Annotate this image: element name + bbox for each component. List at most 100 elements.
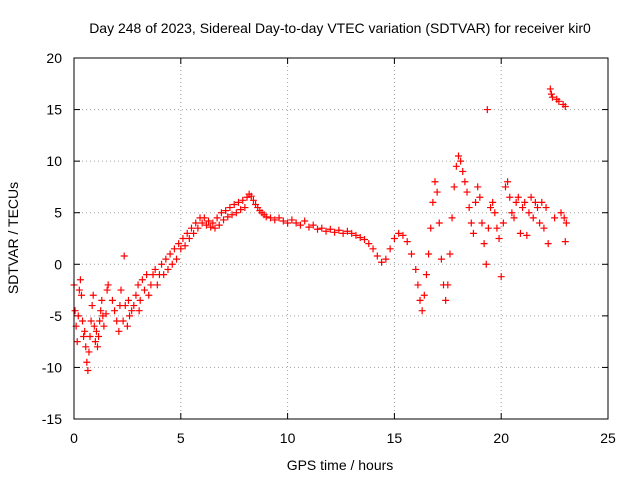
data-point <box>71 307 79 315</box>
y-tick-label: 0 <box>54 256 62 272</box>
data-point <box>162 255 170 263</box>
data-point <box>322 227 330 235</box>
data-point <box>538 198 546 206</box>
data-point <box>487 204 495 212</box>
data-point <box>160 271 168 279</box>
axis-ticks: 0 5 10 15 20 25 -15 -10 -5 0 5 10 15 20 <box>42 50 616 446</box>
data-point <box>241 204 249 212</box>
data-point <box>138 276 146 284</box>
data-point <box>418 307 426 315</box>
data-point <box>135 307 143 315</box>
y-tick-label: 10 <box>46 153 62 169</box>
data-point <box>89 291 97 299</box>
data-point <box>529 214 537 222</box>
data-point <box>555 97 563 105</box>
data-point <box>85 348 93 356</box>
data-point <box>239 196 247 204</box>
data-point <box>128 307 136 315</box>
data-point <box>425 250 433 258</box>
data-point <box>510 214 518 222</box>
data-point <box>200 214 208 222</box>
grid <box>74 58 608 419</box>
data-point <box>560 214 568 222</box>
plot-frame <box>73 57 609 420</box>
x-axis-label: GPS time / hours <box>287 457 394 473</box>
data-point <box>465 204 473 212</box>
data-point <box>395 229 403 237</box>
data-point <box>73 338 81 346</box>
data-point <box>495 235 503 242</box>
data-point <box>461 178 469 186</box>
data-point <box>335 226 343 234</box>
data-point <box>484 224 492 232</box>
data-point <box>224 213 232 221</box>
data-point <box>100 322 108 330</box>
data-point <box>82 343 90 351</box>
data-point <box>493 224 501 232</box>
x-tick-label: 15 <box>387 430 403 446</box>
data-point <box>92 327 100 335</box>
data-point <box>97 307 105 315</box>
data-point <box>80 332 88 340</box>
data-point <box>420 291 428 299</box>
x-tick-label: 0 <box>70 430 78 446</box>
x-tick-label: 25 <box>600 430 616 446</box>
data-point <box>143 271 151 279</box>
data-point <box>284 219 292 227</box>
data-point <box>527 193 535 201</box>
data-point <box>463 188 471 196</box>
data-point <box>501 183 509 191</box>
data-point <box>279 217 287 225</box>
data-point <box>222 207 230 215</box>
y-tick-label: 15 <box>46 102 62 118</box>
data-point <box>542 204 550 212</box>
data-point <box>123 322 131 330</box>
data-point <box>170 245 178 253</box>
data-point <box>369 245 377 253</box>
data-point <box>147 281 155 289</box>
data-point <box>476 193 484 201</box>
x-tick-label: 20 <box>493 430 509 446</box>
data-point <box>262 213 270 221</box>
data-point <box>288 216 296 224</box>
data-point <box>480 240 488 248</box>
data-point <box>86 332 94 340</box>
data-point <box>275 214 283 222</box>
data-point <box>483 106 491 114</box>
data-point <box>249 196 257 204</box>
data-point <box>113 317 121 325</box>
data-point <box>164 265 172 273</box>
data-point <box>96 317 104 325</box>
data-point <box>192 219 200 227</box>
y-tick-label: -5 <box>50 308 63 324</box>
data-point <box>427 224 435 232</box>
data-point <box>318 224 326 232</box>
data-point <box>467 219 475 227</box>
data-point <box>514 193 522 201</box>
data-point <box>93 343 101 351</box>
data-point <box>536 219 544 227</box>
data-point <box>314 225 322 233</box>
data-point <box>296 221 304 229</box>
data-point <box>230 200 238 208</box>
data-point <box>234 198 242 206</box>
data-point <box>145 291 153 299</box>
data-point <box>132 291 140 299</box>
data-point <box>140 286 148 294</box>
data-point <box>422 271 430 279</box>
data-point <box>84 367 92 375</box>
data-point <box>309 221 317 229</box>
data-point <box>194 224 202 232</box>
data-point <box>459 167 467 175</box>
data-point <box>126 312 134 320</box>
data-point <box>450 183 458 191</box>
data-point <box>121 302 129 310</box>
data-point <box>220 216 228 224</box>
data-point <box>136 296 144 304</box>
data-point <box>435 219 443 227</box>
data-point <box>472 198 480 206</box>
data-point <box>79 317 87 325</box>
data-point <box>179 235 187 242</box>
data-point <box>407 250 415 258</box>
